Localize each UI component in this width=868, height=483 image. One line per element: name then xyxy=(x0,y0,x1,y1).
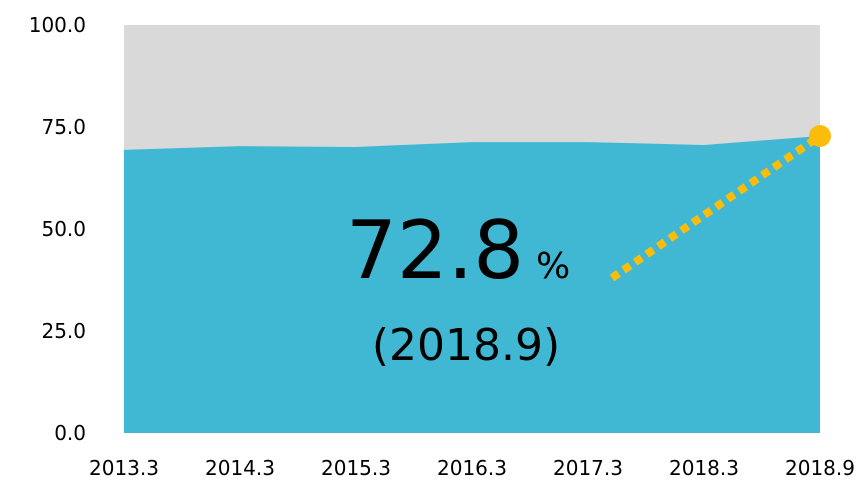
x-tick-label: 2016.3 xyxy=(437,456,507,480)
x-tick-label: 2017.3 xyxy=(553,456,623,480)
y-tick-label: 0.0 xyxy=(54,421,86,445)
x-tick-label: 2018.3 xyxy=(669,456,739,480)
x-tick-label: 2015.3 xyxy=(321,456,391,480)
y-tick-label: 50.0 xyxy=(41,217,86,241)
marker xyxy=(809,124,831,147)
annotation-note: (2018.9) xyxy=(372,320,560,371)
y-tick-label: 25.0 xyxy=(41,319,86,343)
y-tick-label: 75.0 xyxy=(41,115,86,139)
annotation-value: 72.8 xyxy=(346,204,524,297)
area xyxy=(124,135,820,433)
annotation-unit: % xyxy=(536,246,570,287)
x-tick-label: 2018.9 xyxy=(785,456,855,480)
y-tick-label: 100.0 xyxy=(29,13,86,37)
x-tick-label: 2014.3 xyxy=(205,456,275,480)
x-tick-label: 2013.3 xyxy=(89,456,159,480)
